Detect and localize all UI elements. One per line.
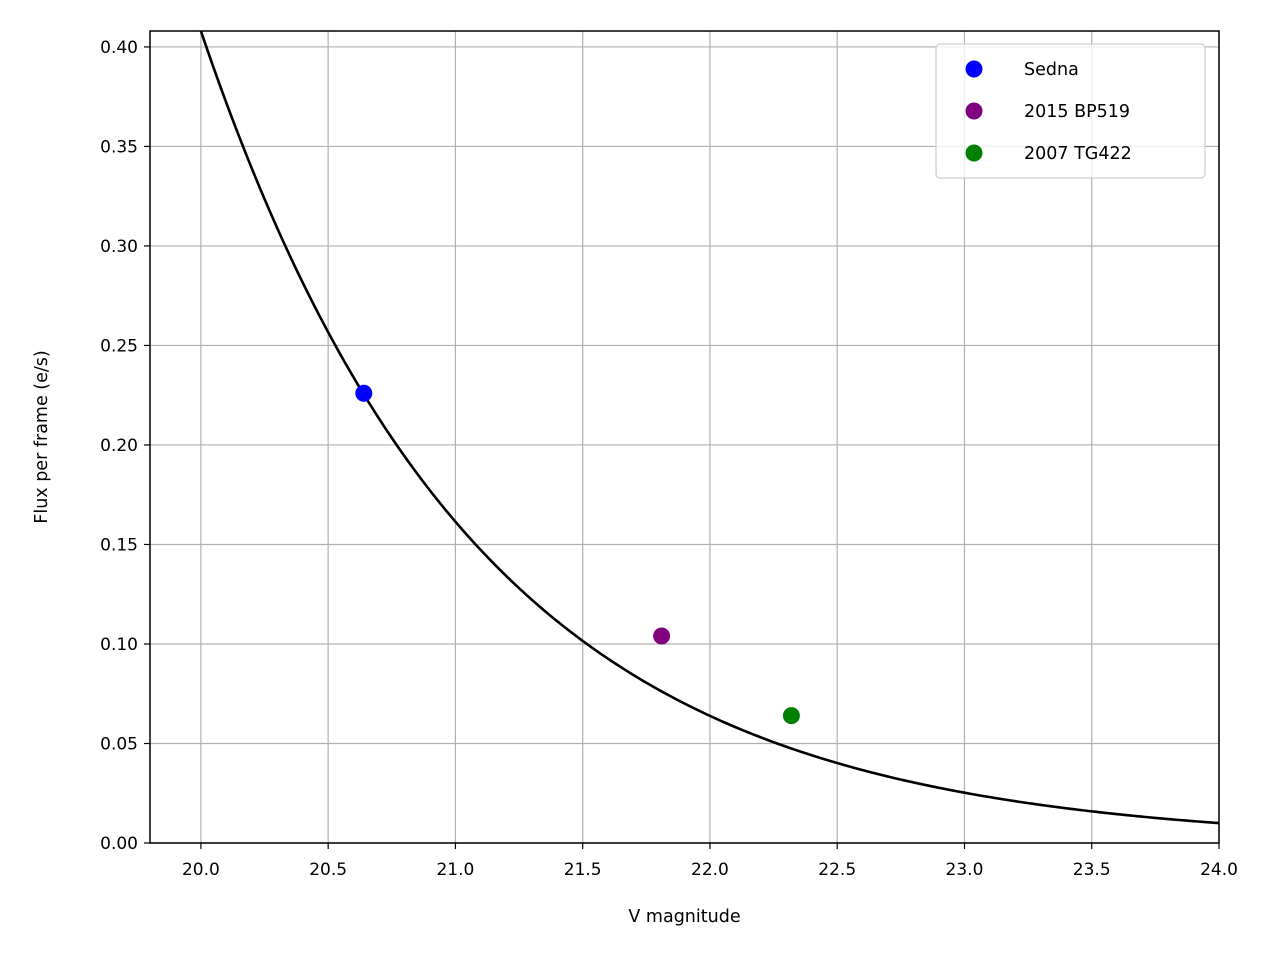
y-tick-label: 0.00 [100, 834, 138, 854]
x-tick-label: 24.0 [1200, 860, 1238, 880]
x-tick-label: 23.0 [946, 860, 984, 880]
y-tick-label: 0.10 [100, 635, 138, 655]
x-tick-label: 23.5 [1073, 860, 1111, 880]
y-tick-label: 0.40 [100, 38, 138, 58]
y-tick-label: 0.30 [100, 237, 138, 257]
x-axis-label: V magnitude [628, 907, 740, 927]
legend: Sedna 2015 BP519 2007 TG422 [935, 43, 1206, 179]
model-curve-layer [199, 31, 1219, 825]
data-point [355, 384, 373, 402]
y-tick-label: 0.15 [100, 535, 138, 555]
y-tick-label: 0.20 [100, 436, 138, 456]
data-points [355, 384, 800, 725]
legend-label: 2007 TG422 [1024, 144, 1132, 164]
x-tick-label: 22.5 [818, 860, 856, 880]
x-tick-label: 20.5 [309, 860, 347, 880]
legend-box [935, 43, 1206, 179]
x-tick-label: 20.0 [182, 860, 220, 880]
plot-frame [149, 30, 1220, 844]
axis-ticks: 20.0 20.5 21.0 21.5 22.0 22.5 23.0 23.5 24.0 0.00… [100, 38, 1238, 880]
legend-marker [965, 102, 983, 120]
grid [150, 31, 1220, 844]
x-tick-label: 22.0 [691, 860, 729, 880]
y-tick-label: 0.35 [100, 137, 138, 157]
y-tick-label: 0.05 [100, 734, 138, 754]
data-point [782, 707, 800, 725]
legend-marker [965, 60, 983, 78]
legend-label: 2015 BP519 [1024, 102, 1130, 122]
x-tick-label: 21.5 [564, 860, 602, 880]
legend-marker [965, 144, 983, 162]
model-curve [199, 31, 1219, 825]
y-tick-label: 0.25 [100, 336, 138, 356]
legend-label: Sedna [1024, 60, 1079, 80]
x-tick-label: 21.0 [436, 860, 474, 880]
y-axis-label: Flux per frame (e/s) [32, 350, 52, 523]
data-point [653, 627, 671, 645]
